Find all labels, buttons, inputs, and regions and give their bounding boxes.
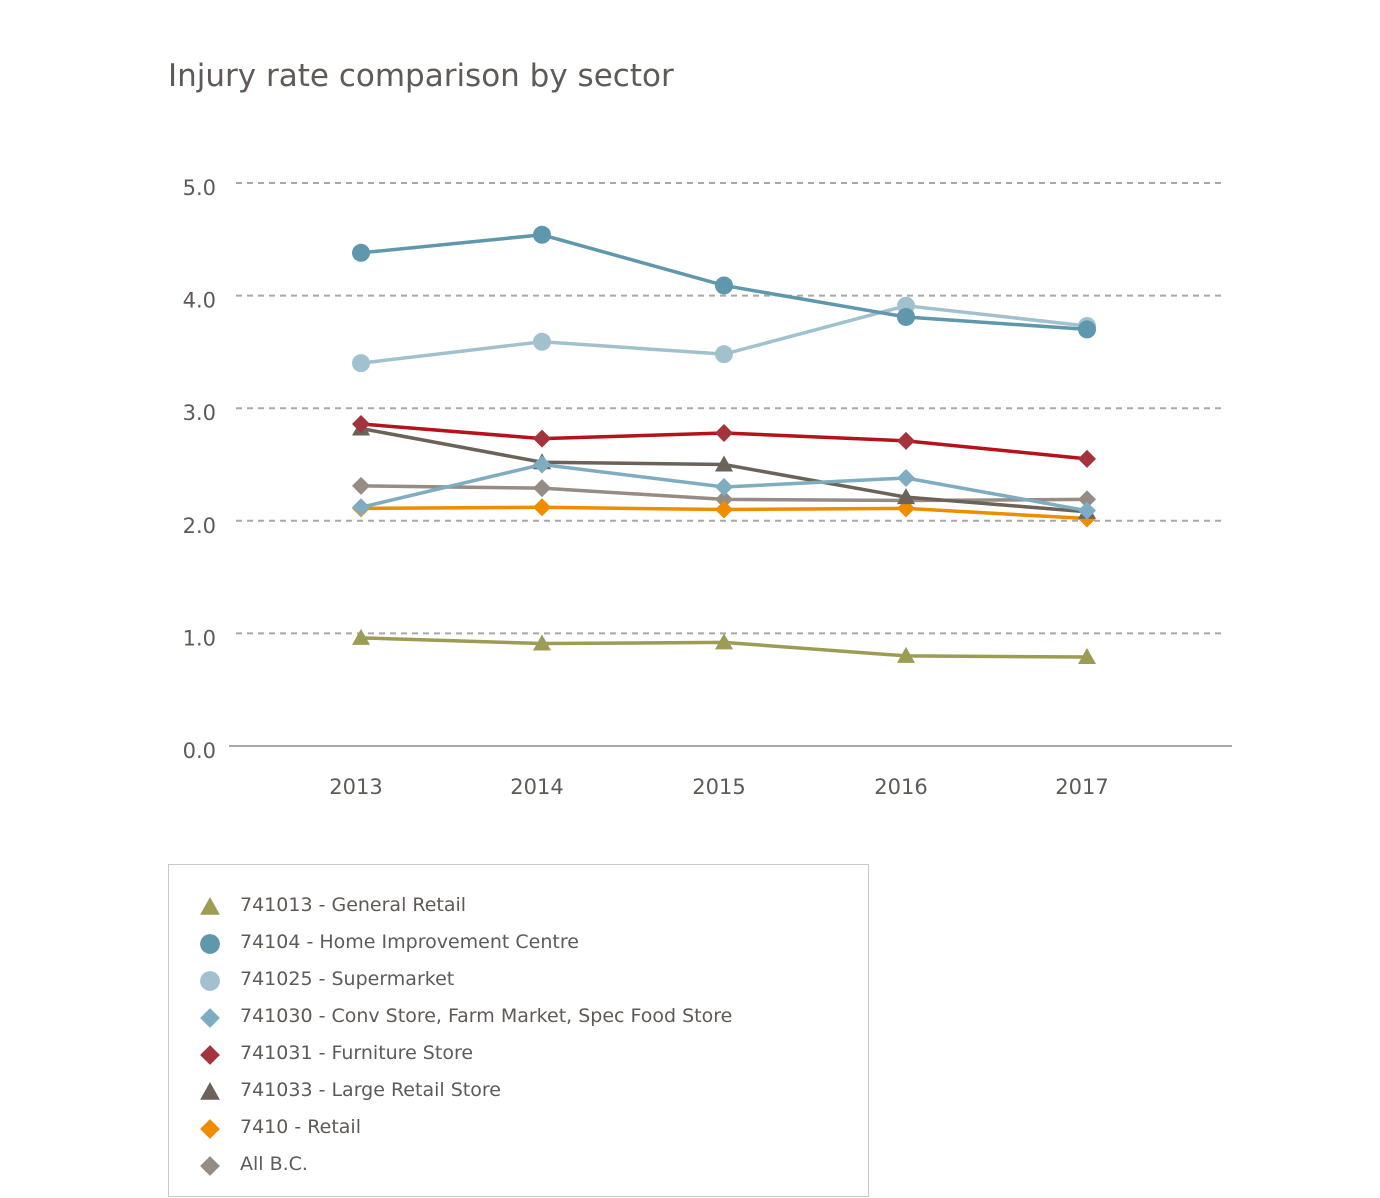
- data-point: [715, 423, 733, 442]
- data-point: [715, 633, 733, 650]
- data-point: [715, 455, 733, 472]
- data-point: [715, 345, 733, 364]
- series-2: [352, 296, 1096, 373]
- data-point: [352, 414, 370, 433]
- series-1: [352, 225, 1096, 339]
- y-tick-label: 1.0: [183, 626, 216, 650]
- data-point: [352, 243, 370, 262]
- data-point: [533, 634, 551, 651]
- data-point: [897, 307, 915, 326]
- series-4: [352, 414, 1096, 468]
- data-point: [1078, 449, 1096, 468]
- data-point: [533, 332, 551, 351]
- data-point: [1078, 501, 1096, 520]
- data-point: [715, 500, 733, 519]
- data-point: [352, 498, 370, 517]
- data-point: [715, 276, 733, 295]
- legend-label: 74104 - Home Improvement Centre: [240, 931, 579, 953]
- data-point: [715, 478, 733, 497]
- legend-label: 741013 - General Retail: [240, 894, 467, 916]
- diamond-marker-icon: [200, 1008, 220, 1028]
- data-point: [897, 488, 915, 505]
- data-point: [897, 469, 915, 488]
- data-point: [533, 479, 551, 498]
- data-point: [715, 490, 733, 509]
- legend-label: 7410 - Retail: [240, 1116, 361, 1138]
- data-point: [352, 354, 370, 373]
- data-point: [352, 476, 370, 495]
- series-0: [352, 628, 1096, 665]
- line-chart: 0.0 1.0 2.0 3.0 4.0 5.0 2013 2014 2015 2016 2017: [183, 176, 1232, 799]
- y-tick-label: 2.0: [183, 514, 216, 538]
- x-tick-label: 2015: [692, 775, 745, 799]
- x-tick-label: 2013: [329, 775, 382, 799]
- y-tick-label: 5.0: [183, 176, 216, 200]
- data-point: [352, 628, 370, 645]
- x-tick-label: 2014: [510, 775, 563, 799]
- series-3: [352, 455, 1096, 520]
- data-point: [533, 429, 551, 448]
- data-point: [1078, 320, 1096, 339]
- data-point: [533, 225, 551, 244]
- data-point: [897, 431, 915, 450]
- legend-label: All B.C.: [240, 1153, 308, 1175]
- y-tick-label: 0.0: [183, 739, 216, 763]
- data-point: [1078, 490, 1096, 509]
- legend-label: 741030 - Conv Store, Farm Market, Spec F…: [240, 1005, 733, 1027]
- data-point: [533, 455, 551, 474]
- data-point: [1078, 648, 1096, 665]
- x-tick-label: 2016: [874, 775, 927, 799]
- legend: 741013 - General Retail 74104 - Home Impr…: [168, 864, 869, 1197]
- legend-label: 741031 - Furniture Store: [240, 1042, 474, 1064]
- legend-label: 741025 - Supermarket: [240, 968, 455, 990]
- x-tick-label: 2017: [1055, 775, 1108, 799]
- data-point: [533, 498, 551, 517]
- y-tick-label: 3.0: [183, 401, 216, 425]
- triangle-marker-icon: [200, 897, 220, 915]
- chart-title: Injury rate comparison by sector: [168, 58, 674, 94]
- triangle-marker-icon: [200, 1082, 220, 1100]
- y-tick-label: 4.0: [183, 289, 216, 313]
- data-point: [897, 646, 915, 663]
- diamond-marker-icon: [200, 1045, 220, 1065]
- diamond-marker-icon: [200, 1119, 220, 1139]
- diamond-marker-icon: [200, 1156, 220, 1176]
- legend-label: 741033 - Large Retail Store: [240, 1079, 501, 1101]
- circle-marker-icon: [200, 934, 220, 954]
- circle-marker-icon: [200, 971, 220, 991]
